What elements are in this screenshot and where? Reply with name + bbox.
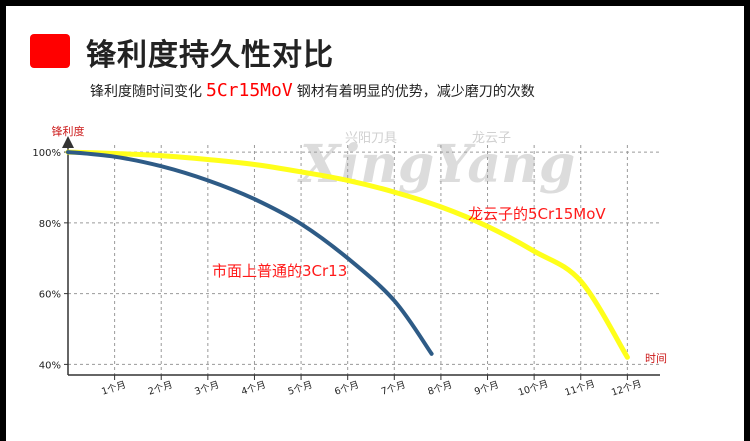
chart-axes <box>62 136 660 376</box>
x-tick-labels: 1个月 2个月 3个月 4个月 5个月 6个月 7个月 8个月 9个月 10个月 11个月 12个月 <box>100 379 643 399</box>
x-tick-label: 7个月 <box>380 380 407 398</box>
y-tick-label: 100% <box>32 148 61 159</box>
series-lines <box>65 149 630 360</box>
title-marker <box>30 34 70 68</box>
x-tick-label: 11个月 <box>563 379 596 399</box>
series-label-5cr15mov: 龙云子的5Cr15MoV <box>468 205 606 223</box>
y-tick-label: 40% <box>39 360 61 371</box>
y-axis-label: 锋利度 <box>52 124 85 138</box>
page-title: 锋利度持久性对比 <box>86 38 334 73</box>
x-tick-label: 3个月 <box>193 380 220 398</box>
watermark-brand-cn: 兴阳刀具 <box>345 131 397 146</box>
watermark-brand-en: XingYang <box>297 134 575 195</box>
x-tick-label: 12个月 <box>610 379 643 399</box>
x-tick-label: 10个月 <box>517 379 550 399</box>
subtitle-suffix: 钢材有着明显的优势，减少磨刀的次数 <box>296 84 535 100</box>
y-tick-label: 80% <box>39 219 61 230</box>
x-tick-label: 4个月 <box>240 380 267 398</box>
subtitle-highlight: 5Cr15MoV <box>206 80 293 101</box>
x-axis-label: 时间 <box>645 352 667 365</box>
x-tick-label: 6个月 <box>333 380 360 398</box>
series-label-3cr13: 市面上普通的3Cr13 <box>212 262 347 280</box>
x-tick-label: 5个月 <box>287 380 314 398</box>
x-tick-label: 8个月 <box>427 380 454 398</box>
series-line-5cr15mov <box>65 149 630 360</box>
series-line-3cr13 <box>66 150 434 356</box>
x-tick-label: 9个月 <box>473 380 500 398</box>
y-tick-labels: 100% 80% 60% 40% <box>32 148 61 371</box>
x-tick-label: 2个月 <box>147 380 174 398</box>
y-tick-label: 60% <box>39 290 61 301</box>
subtitle-prefix: 锋利度随时间变化 <box>90 84 202 100</box>
page-subtitle: 锋利度随时间变化 5Cr15MoV 钢材有着明显的优势，减少磨刀的次数 <box>90 80 535 101</box>
x-tick-label: 1个月 <box>100 380 127 398</box>
watermark-brand-cn2: 龙云子 <box>472 131 511 146</box>
